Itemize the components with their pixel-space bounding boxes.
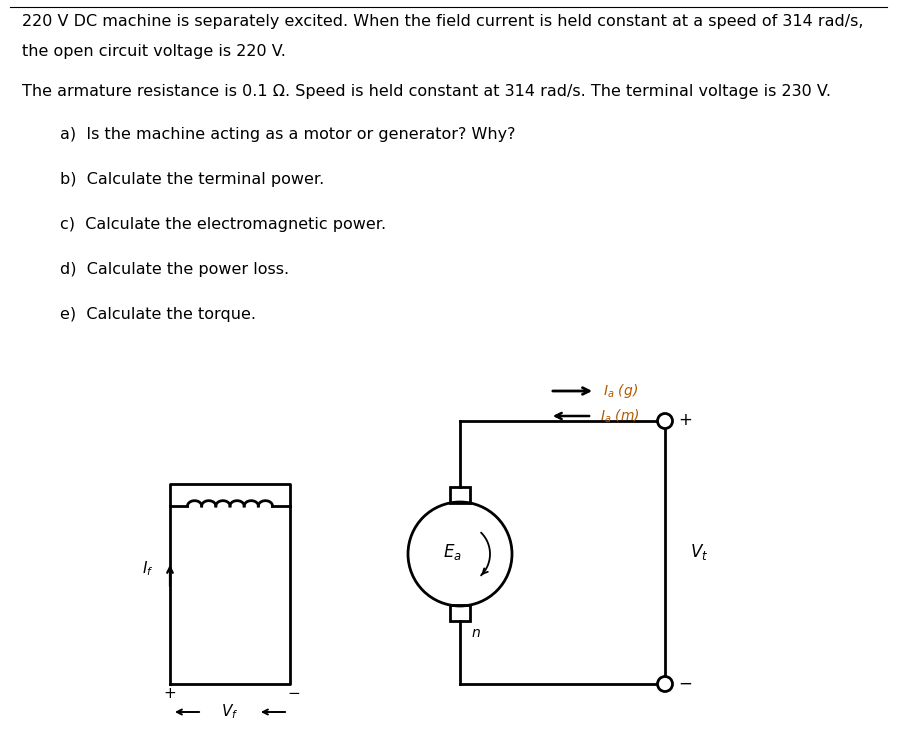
Text: e)  Calculate the torque.: e) Calculate the torque.: [60, 307, 256, 322]
Text: 220 V DC machine is separately excited. When the field current is held constant : 220 V DC machine is separately excited. …: [22, 14, 864, 29]
Text: $V_t$: $V_t$: [690, 542, 709, 562]
Text: −: −: [288, 687, 300, 701]
Text: n: n: [472, 626, 481, 640]
Text: $I_f$: $I_f$: [143, 559, 154, 579]
Text: $I_a$ (m): $I_a$ (m): [600, 407, 640, 425]
Text: the open circuit voltage is 220 V.: the open circuit voltage is 220 V.: [22, 44, 286, 59]
Text: a)  Is the machine acting as a motor or generator? Why?: a) Is the machine acting as a motor or g…: [60, 127, 516, 142]
Text: −: −: [678, 675, 692, 693]
Text: The armature resistance is 0.1 Ω. Speed is held constant at 314 rad/s. The termi: The armature resistance is 0.1 Ω. Speed …: [22, 84, 831, 99]
Text: $E_a$: $E_a$: [442, 542, 461, 562]
Bar: [450, 605, 470, 621]
Text: $V_f$: $V_f$: [222, 703, 239, 721]
Text: d)  Calculate the power loss.: d) Calculate the power loss.: [60, 262, 289, 277]
Text: $I_a$ (g): $I_a$ (g): [603, 382, 638, 400]
Circle shape: [658, 676, 673, 692]
Text: c)  Calculate the electromagnetic power.: c) Calculate the electromagnetic power.: [60, 217, 386, 232]
Text: +: +: [678, 411, 692, 429]
Text: b)  Calculate the terminal power.: b) Calculate the terminal power.: [60, 172, 324, 187]
Circle shape: [658, 414, 673, 429]
Text: +: +: [163, 687, 177, 701]
Bar: [450, 487, 470, 503]
